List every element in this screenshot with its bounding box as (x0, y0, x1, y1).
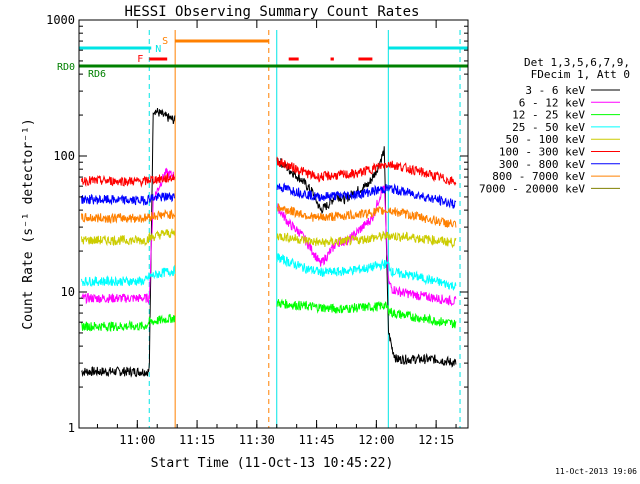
series-line-12-25-kev (81, 298, 457, 333)
series-line-800-7000-kev (81, 203, 457, 228)
x-axis-label: Start Time (11-Oct-13 10:45:22) (151, 456, 394, 471)
footer-timestamp: 11-Oct-2013 19:06 (555, 467, 637, 476)
series-group (81, 108, 457, 378)
series-line-25-50-kev (81, 252, 457, 291)
legend-label-25-50-kev: 25 - 50 keV (512, 121, 585, 134)
f-flag-label: F (137, 54, 143, 65)
y-tick-label: 1000 (46, 13, 75, 27)
axes-group: 11:00 11:15 11:30 11:45 12:00 12:15 1 10 100 1000 (46, 13, 468, 447)
y-axis-label: Count Rate (s⁻¹ detector⁻¹) (21, 118, 36, 329)
x-tick-label: 11:15 (179, 433, 215, 447)
legend-label-12-25-kev: 12 - 25 keV (512, 109, 585, 122)
x-tick-label: 12:15 (418, 433, 454, 447)
legend-label-3-6-kev: 3 - 6 keV (525, 84, 585, 97)
series-line-300-800-kev (81, 182, 457, 209)
legend-header-line-1: Det 1,3,5,6,7,9, (524, 56, 630, 69)
legend-label-100-300-kev: 100 - 300 keV (499, 146, 585, 159)
legend-label-6-12-kev: 6 - 12 keV (519, 96, 586, 109)
s-flag-label: S (162, 36, 168, 47)
n-flag-label: N (155, 44, 161, 55)
y-tick-label: 10 (61, 285, 75, 299)
legend-header-line-2: FDecim 1, Att 0 (531, 68, 630, 81)
flag-bars: RD0 RD6 NS F (57, 36, 468, 80)
legend-label-7000-20000-kev: 7000 - 20000 keV (479, 182, 585, 195)
event-lines (148, 30, 461, 428)
y-tick-label: 1 (68, 421, 75, 435)
series-line-3-6-kev (81, 108, 457, 378)
y-tick-label: 100 (53, 149, 75, 163)
legend-label-800-7000-kev: 800 - 7000 keV (492, 170, 585, 183)
series-line-100-300-kev (81, 156, 457, 188)
rd0-label: RD0 (57, 62, 75, 73)
x-tick-label: 11:00 (119, 433, 155, 447)
plot-frame (78, 19, 469, 429)
series-line-50-100-kev (81, 228, 457, 249)
legend-label-300-800-kev: 300 - 800 keV (499, 158, 585, 171)
rd6-label: RD6 (88, 69, 106, 80)
x-tick-label: 11:30 (239, 433, 275, 447)
chart-title: HESSI Observing Summary Count Rates (124, 4, 419, 20)
legend-label-50-100-kev: 50 - 100 keV (506, 133, 586, 146)
x-tick-label: 11:45 (299, 433, 335, 447)
x-tick-label: 12:00 (358, 433, 394, 447)
